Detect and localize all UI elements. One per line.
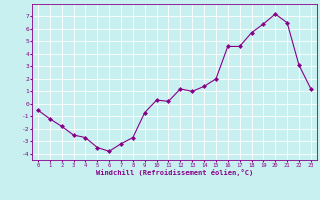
X-axis label: Windchill (Refroidissement éolien,°C): Windchill (Refroidissement éolien,°C) xyxy=(96,169,253,176)
